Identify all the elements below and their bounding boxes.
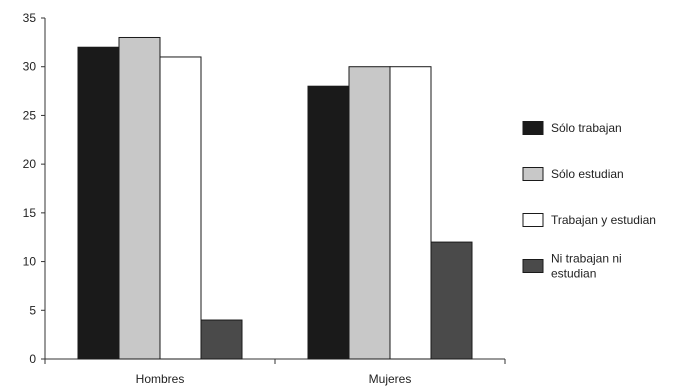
legend-label: Sólo estudian [551, 167, 624, 181]
legend-swatch [523, 122, 543, 135]
y-tick-label: 5 [29, 303, 36, 317]
y-tick-label: 20 [23, 157, 37, 171]
bar [201, 320, 242, 359]
bar [349, 67, 390, 359]
legend: Sólo trabajan Sólo estudian Trabajan y est… [523, 121, 656, 281]
legend-label: estudian [551, 267, 596, 281]
x-axis: Hombres Mujeres [45, 359, 505, 386]
bar [119, 37, 160, 359]
y-tick-label: 25 [23, 108, 37, 122]
legend-swatch [523, 260, 543, 273]
legend-label: Trabajan y estudian [551, 213, 656, 227]
legend-swatch [523, 168, 543, 181]
y-tick-label: 10 [23, 255, 37, 269]
bar [308, 86, 349, 359]
x-category-label: Hombres [136, 372, 185, 386]
legend-swatch [523, 214, 543, 227]
bar [431, 242, 472, 359]
bar [390, 67, 431, 359]
bar [160, 57, 201, 359]
y-axis: 0 5 10 15 20 25 30 35 [23, 11, 45, 366]
x-category-label: Mujeres [369, 372, 412, 386]
y-tick-label: 0 [29, 352, 36, 366]
y-tick-label: 35 [23, 11, 37, 25]
y-tick-label: 15 [23, 206, 37, 220]
bar [78, 47, 119, 359]
legend-label: Ni trabajan ni [551, 252, 622, 266]
bars-group [78, 37, 472, 359]
legend-label: Sólo trabajan [551, 121, 622, 135]
y-tick-label: 30 [23, 60, 37, 74]
